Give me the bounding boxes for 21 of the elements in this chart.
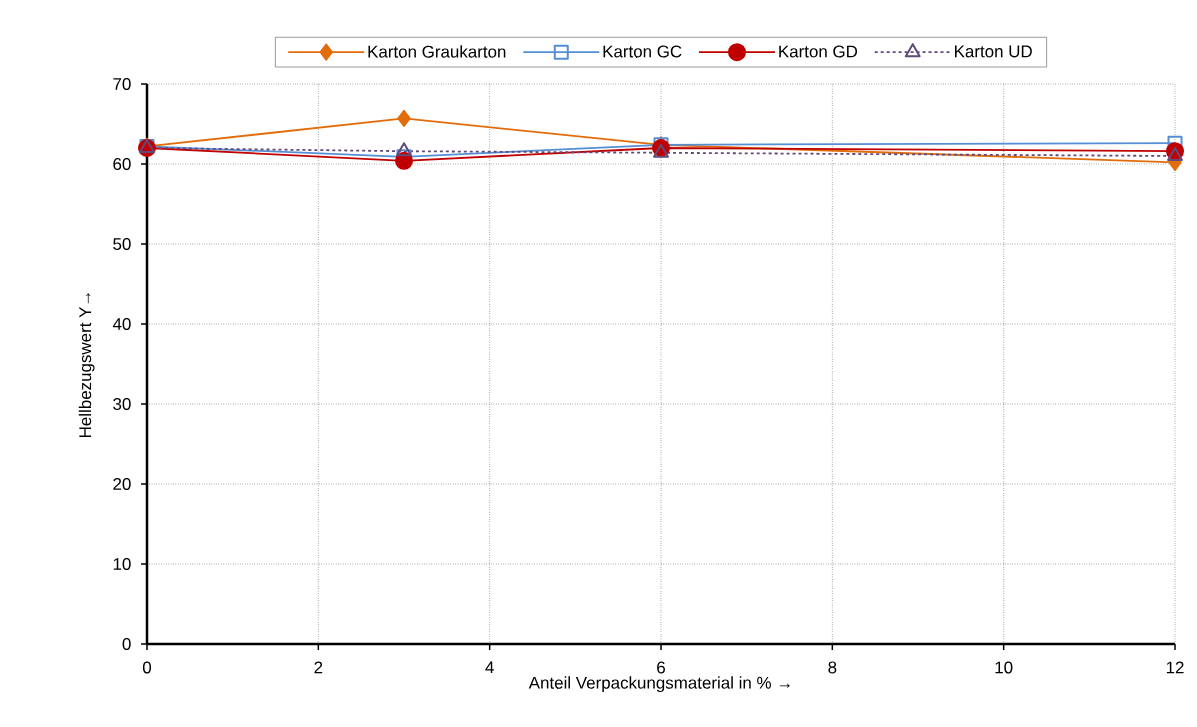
y-tick-label: 60 [113, 158, 131, 170]
y-tick-label: 40 [112, 318, 131, 330]
y-tick-label: 30 [113, 398, 131, 410]
y-tick-label: 50 [113, 238, 131, 250]
legend-label: Karton UD [955, 45, 1032, 58]
x-tick-label: 2 [314, 661, 323, 674]
x-tick-label: 6 [657, 661, 665, 674]
legend-label: Karton GD [779, 45, 858, 58]
y-axis-title: Hellbezugswert Y→ [78, 293, 95, 437]
y-tick-label: 70 [113, 78, 131, 90]
x-axis-title: Anteil Verpackungsmaterial in % → [528, 676, 790, 693]
legend-label: Karton Graukarton [368, 45, 506, 58]
y-tick-label: 10 [113, 558, 131, 570]
y-tick-label: 0 [122, 638, 131, 650]
x-tick-label: 0 [142, 661, 152, 674]
y-tick-label: 20 [113, 478, 131, 490]
x-tick-label: 10 [995, 661, 1013, 674]
x-tick-label: 4 [485, 661, 494, 674]
x-tick-label: 12 [1166, 661, 1184, 674]
legend-label: Karton GC [603, 45, 682, 58]
x-tick-label: 8 [828, 661, 837, 674]
